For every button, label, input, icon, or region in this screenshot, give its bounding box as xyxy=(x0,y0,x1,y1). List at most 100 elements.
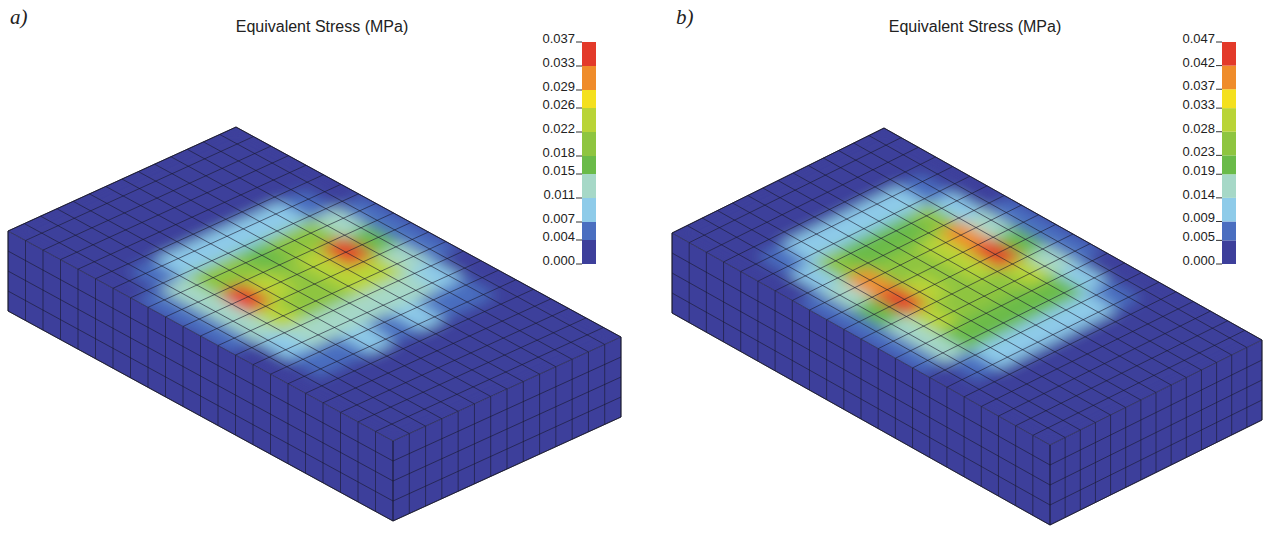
colorbar-band xyxy=(582,90,596,108)
mesh-line xyxy=(8,271,393,481)
colorbar-tick xyxy=(1216,221,1222,222)
colorbar-band xyxy=(582,42,596,66)
colorbar-label: 0.005 xyxy=(1182,229,1215,244)
mesh-line xyxy=(187,149,572,359)
colorbar-tick xyxy=(576,240,582,241)
colorbar-tick xyxy=(576,108,582,109)
colorbar-label: 0.026 xyxy=(542,97,575,112)
mesh-line xyxy=(393,377,621,481)
colorbar-tick xyxy=(1216,240,1222,241)
colorbar-tick xyxy=(1216,131,1222,132)
mesh-line xyxy=(106,186,491,396)
colorbar-label: 0.042 xyxy=(1182,55,1215,70)
mesh-line xyxy=(672,273,1050,485)
mesh-line xyxy=(687,226,1065,438)
top-mesh xyxy=(672,128,1262,445)
colorbar-label: 0.019 xyxy=(1182,163,1215,178)
colorbar-tick xyxy=(576,222,582,223)
colorbar-tick xyxy=(1216,89,1222,90)
colorbar-label: 0.028 xyxy=(1182,121,1215,136)
mesh-line xyxy=(171,157,556,367)
colorbar-tick xyxy=(1216,197,1222,198)
mesh-line xyxy=(138,172,523,382)
title: Equivalent Stress (MPa) xyxy=(236,18,409,35)
side-face xyxy=(1050,340,1262,525)
colorbar-label: 0.033 xyxy=(1182,97,1215,112)
colorbar-label: 0.000 xyxy=(1182,253,1215,268)
colorbar-tick xyxy=(576,90,582,91)
colorbar-tick xyxy=(1216,155,1222,156)
colorbar-band xyxy=(582,174,596,198)
mesh-line xyxy=(839,151,1217,363)
mesh-line xyxy=(717,211,1095,423)
colorbar-label: 0.033 xyxy=(542,55,575,70)
outline xyxy=(8,127,621,521)
colorbar-tick xyxy=(576,66,582,67)
stress-field xyxy=(6,126,624,443)
mesh-line xyxy=(823,158,1201,370)
mesh-line xyxy=(203,142,588,352)
colorbar-band xyxy=(1222,42,1236,66)
colorbar-band xyxy=(582,132,596,156)
colorbar-tick xyxy=(576,156,582,157)
panel: Equivalent Stress (MPa)b)0.0000.0050.009… xyxy=(670,5,1265,525)
colorbar-tick xyxy=(576,132,582,133)
colorbar-label: 0.007 xyxy=(542,211,575,226)
mesh-line xyxy=(8,291,393,501)
title: Equivalent Stress (MPa) xyxy=(889,18,1062,35)
colorbar-band xyxy=(1222,240,1236,264)
mesh-line xyxy=(1050,380,1262,485)
front-face xyxy=(672,233,1050,525)
colorbar-tick xyxy=(576,42,582,43)
stress-cell xyxy=(561,318,623,350)
colorbar-label: 0.037 xyxy=(542,31,575,46)
colorbar-band xyxy=(1222,198,1236,222)
colorbar: 0.000 0.005 0.009 0.014 0.019 0.023 0.028 0.033… xyxy=(1182,31,1236,268)
colorbar-band xyxy=(582,240,596,264)
mesh-line xyxy=(748,196,1126,408)
colorbar-label: 0.022 xyxy=(542,121,575,136)
colorbar-label: 0.047 xyxy=(1182,31,1215,46)
colorbar-tick xyxy=(1216,65,1222,66)
colorbar-tick xyxy=(1216,174,1222,175)
mesh-line xyxy=(869,136,1247,348)
colorbar-label: 0.023 xyxy=(1182,144,1215,159)
mesh-line xyxy=(155,164,540,374)
colorbar-label: 0.004 xyxy=(542,229,575,244)
colorbar-label: 0.037 xyxy=(1182,78,1215,93)
colorbar-label: 0.014 xyxy=(1182,187,1215,202)
colorbar-label: 0.009 xyxy=(1182,210,1215,225)
panel-letter: a) xyxy=(10,5,28,29)
colorbar-label: 0.018 xyxy=(542,145,575,160)
mesh-line xyxy=(808,166,1186,378)
side-mesh xyxy=(672,233,1262,525)
colorbar-band xyxy=(1222,66,1236,90)
mesh-line xyxy=(220,134,605,344)
figure: Equivalent Stress (MPa) a) 0.000 0.004 0.007… xyxy=(0,0,1280,533)
mesh-line xyxy=(672,233,1050,445)
colorbar: 0.0000.0040.0070.0110.0150.0180.0220.026… xyxy=(542,31,596,268)
mesh-line xyxy=(854,143,1232,355)
colorbar-band xyxy=(582,108,596,132)
colorbar-tick xyxy=(1216,264,1222,265)
colorbar-label: 0.015 xyxy=(542,163,575,178)
top-face xyxy=(8,127,621,441)
mesh-line xyxy=(778,181,1156,393)
colorbar-band xyxy=(1222,174,1236,198)
outline xyxy=(672,128,1262,525)
colorbar-label: 0.011 xyxy=(543,187,575,202)
colorbar-band xyxy=(1222,108,1236,132)
panel: Equivalent Stress (MPa)a)0.0000.0040.007… xyxy=(6,5,624,521)
colorbar-band xyxy=(582,66,596,90)
colorbar-tick xyxy=(1216,42,1222,43)
mesh-line xyxy=(122,179,507,389)
colorbar-label: 0.029 xyxy=(542,79,575,94)
colorbar-band xyxy=(1222,89,1236,108)
mesh-line xyxy=(672,293,1050,505)
colorbar-tick xyxy=(576,174,582,175)
mesh-line xyxy=(733,203,1111,415)
mesh-line xyxy=(793,173,1171,385)
colorbar-band xyxy=(582,156,596,174)
mesh-line xyxy=(8,251,393,461)
colorbar-band xyxy=(582,222,596,240)
